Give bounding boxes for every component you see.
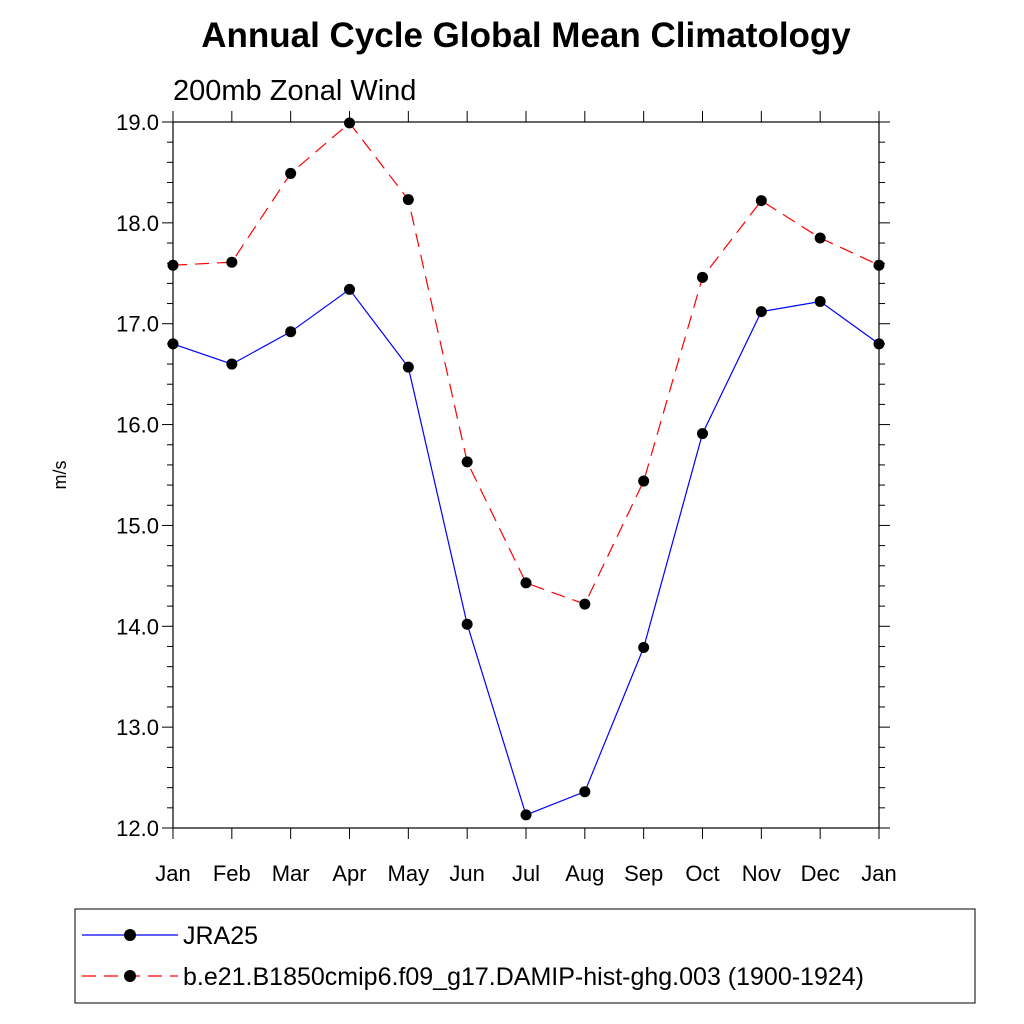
x-tick-label: Jun: [449, 861, 484, 886]
x-tick-label: Oct: [685, 861, 719, 886]
series-line-1: [172, 122, 880, 605]
y-tick-label: 14.0: [116, 614, 159, 639]
y-tick-labels: 12.0 13.0 14.0 15.0 16.0 17.0 18.0 19.0: [116, 110, 159, 841]
legend-marker-model: [124, 970, 136, 982]
data-point-series-0: [697, 428, 708, 440]
data-point-series-1: [344, 117, 355, 129]
y-axis-label: m/s: [50, 461, 70, 490]
data-point-series-0: [226, 358, 238, 370]
legend-marker-jra25: [124, 929, 136, 941]
data-point-series-1: [697, 271, 708, 283]
data-point-series-0: [520, 809, 532, 821]
legend-box: [74, 908, 976, 1004]
series-layer: [167, 117, 885, 821]
y-tick-label: 18.0: [116, 211, 159, 236]
x-tick-label: Sep: [624, 861, 663, 886]
data-point-series-0: [167, 338, 179, 350]
legend-label-model: b.e21.B1850cmip6.f09_g17.DAMIP-hist-ghg.…: [183, 963, 864, 991]
data-point-series-1: [520, 577, 532, 589]
data-point-series-1: [167, 259, 179, 271]
x-tick-label: Mar: [272, 861, 310, 886]
data-point-series-1: [579, 598, 591, 610]
y-tick-label: 12.0: [116, 816, 159, 841]
x-tick-label: Feb: [213, 861, 251, 886]
x-tick-label: Apr: [332, 861, 366, 886]
data-point-series-1: [755, 195, 767, 207]
data-point-series-0: [285, 326, 297, 338]
data-point-series-0: [638, 641, 650, 653]
data-point-series-0: [402, 361, 414, 373]
y-tick-label: 15.0: [116, 513, 159, 538]
x-tick-label: May: [388, 861, 430, 886]
data-point-series-0: [579, 786, 591, 798]
data-point-series-0: [814, 296, 826, 308]
y-tick-label: 13.0: [116, 715, 159, 740]
chart-title: Annual Cycle Global Mean Climatology: [201, 16, 851, 55]
x-tick-label: Aug: [565, 861, 604, 886]
data-point-series-1: [873, 259, 885, 271]
plot-area-frame: [172, 121, 880, 829]
chart-subtitle: 200mb Zonal Wind: [173, 75, 416, 107]
data-point-series-0: [344, 283, 355, 295]
data-point-series-1: [402, 194, 414, 206]
data-point-series-0: [755, 306, 767, 318]
x-tick-labels: Jan Feb Mar Apr May Jun Jul Aug Sep Oct Nov Dec Jan: [155, 861, 896, 886]
x-tick-label: Jan: [155, 861, 190, 886]
y-tick-label: 17.0: [116, 312, 159, 337]
data-point-series-0: [873, 338, 885, 350]
data-point-series-1: [461, 456, 473, 468]
x-tick-label: Jan: [861, 861, 896, 886]
data-point-series-1: [285, 167, 297, 179]
y-tick-label: 16.0: [116, 413, 159, 438]
axis-ticks: [162, 111, 890, 839]
y-tick-label: 19.0: [116, 110, 159, 135]
legend-label-jra25: JRA25: [183, 922, 258, 950]
x-tick-label: Nov: [742, 861, 781, 886]
data-point-series-1: [226, 256, 238, 268]
legend: JRA25 b.e21.B1850cmip6.f09_g17.DAMIP-his…: [74, 908, 976, 1004]
x-tick-label: Dec: [801, 861, 840, 886]
data-point-series-0: [461, 618, 473, 630]
x-tick-label: Jul: [512, 861, 540, 886]
series-line-0: [172, 288, 880, 816]
data-point-series-1: [638, 475, 650, 487]
data-point-series-1: [814, 232, 826, 244]
